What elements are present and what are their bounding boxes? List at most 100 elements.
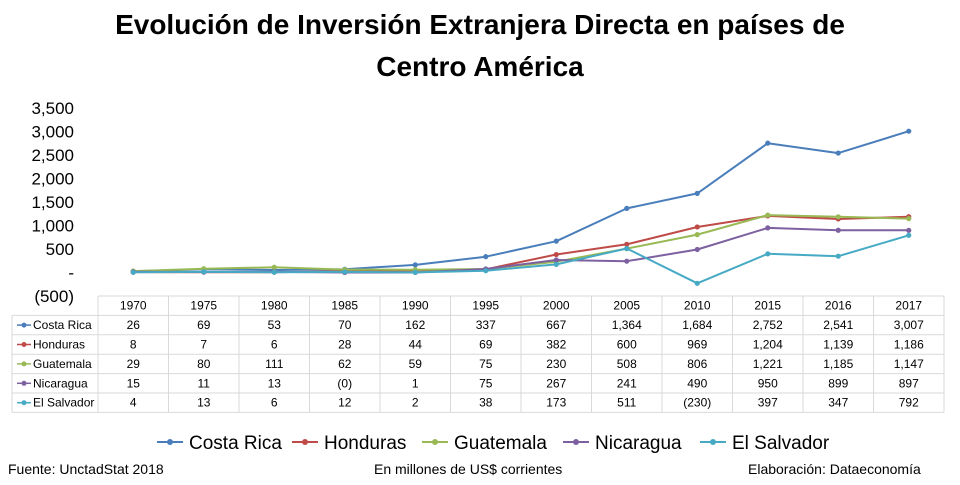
table-cell: 1,139 xyxy=(823,338,853,352)
row-legend-marker xyxy=(21,400,27,406)
table-cell: 1,221 xyxy=(753,357,783,371)
table-cell: 382 xyxy=(546,338,566,352)
data-point xyxy=(412,262,418,268)
y-tick-label: 1,000 xyxy=(31,217,74,236)
table-cell: 6 xyxy=(271,338,278,352)
credit-note: Elaboración: Dataeconomía xyxy=(748,461,921,477)
table-cell: 267 xyxy=(546,376,566,390)
legend-marker xyxy=(710,439,716,445)
table-cell: 80 xyxy=(197,357,211,371)
data-point xyxy=(765,251,771,257)
data-point xyxy=(906,227,912,233)
legend-label: Guatemala xyxy=(454,433,547,454)
row-legend-marker xyxy=(21,361,27,367)
table-header-cell: 2016 xyxy=(825,299,852,313)
data-point xyxy=(271,269,277,275)
y-tick-label: - xyxy=(68,264,74,283)
y-tick-label: 3,000 xyxy=(31,123,74,142)
units-note: En millones de US$ corrientes xyxy=(374,461,563,477)
data-point xyxy=(694,280,700,286)
legend-marker xyxy=(573,439,579,445)
table-cell: 1,684 xyxy=(682,318,712,332)
chart-title-line-2: Centro América xyxy=(376,51,584,82)
table-cell: 162 xyxy=(405,318,425,332)
table-header-cell: 2017 xyxy=(895,299,922,313)
data-point xyxy=(624,245,630,252)
y-tick-label: 2,000 xyxy=(31,170,74,189)
data-point xyxy=(835,150,841,156)
y-tick-label: (500) xyxy=(34,287,74,306)
table-cell: (230) xyxy=(683,396,711,410)
table-header-cell: 1970 xyxy=(120,299,147,313)
data-point xyxy=(694,224,700,230)
legend-marker xyxy=(302,439,308,445)
table-header-cell: 1980 xyxy=(261,299,288,313)
data-point xyxy=(412,269,418,276)
table-cell: 7 xyxy=(200,338,207,352)
table-header-cell: 1995 xyxy=(472,299,499,313)
table-cell: 1,186 xyxy=(894,338,924,352)
data-point xyxy=(835,214,841,220)
table-cell: 1,147 xyxy=(894,357,924,371)
table-header-cell: 1985 xyxy=(331,299,358,313)
series-line xyxy=(133,130,910,273)
table-cell: 62 xyxy=(338,357,352,371)
legend-label: El Salvador xyxy=(732,433,830,454)
table-cell: 13 xyxy=(197,396,211,410)
data-point xyxy=(906,232,912,238)
table-cell: 1,185 xyxy=(823,357,853,371)
data-point xyxy=(624,258,630,264)
table-cell: 667 xyxy=(546,318,566,332)
table-cell: 11 xyxy=(198,376,211,390)
row-legend-marker xyxy=(21,342,27,347)
table-cell: 806 xyxy=(687,357,707,371)
table-cell: 69 xyxy=(479,338,493,352)
data-point xyxy=(694,246,700,253)
table-cell: 59 xyxy=(409,357,423,371)
data-point xyxy=(201,269,207,275)
table-cell: 347 xyxy=(828,396,848,410)
table-cell: 173 xyxy=(546,396,566,410)
table-cell: 75 xyxy=(479,357,493,371)
table-cell: 600 xyxy=(617,338,637,352)
table-cell: 69 xyxy=(197,318,211,332)
table-cell: 8 xyxy=(130,338,137,352)
table-row-label: Costa Rica xyxy=(33,318,92,332)
table-header-cell: 1990 xyxy=(402,299,429,313)
table-cell: 2 xyxy=(412,396,419,410)
table-cell: 397 xyxy=(758,396,778,410)
table-cell: 53 xyxy=(268,318,282,332)
y-tick-label: 3,500 xyxy=(31,99,74,118)
table-cell: 38 xyxy=(479,396,493,410)
table-header-cell: 1975 xyxy=(190,299,217,313)
data-point xyxy=(553,261,559,267)
table-cell: 1 xyxy=(412,376,419,390)
data-point xyxy=(553,238,559,244)
table-cell: 508 xyxy=(617,357,637,371)
row-legend-marker xyxy=(21,322,27,328)
y-tick-label: 500 xyxy=(46,240,74,259)
data-point xyxy=(765,225,771,231)
table-cell: 3,007 xyxy=(894,318,924,332)
table-header-cell: 2000 xyxy=(543,299,570,313)
data-point xyxy=(624,241,630,247)
table-row-label: Nicaragua xyxy=(33,376,88,390)
table-cell: 899 xyxy=(828,376,848,390)
table-cell: 1,204 xyxy=(753,338,783,352)
table-cell: 13 xyxy=(268,376,282,390)
y-axis: (500) - 500 1,000 1,500 2,000 2,500 3,000 3,500 xyxy=(31,99,74,306)
table-cell: 28 xyxy=(338,338,352,352)
data-point xyxy=(624,205,630,211)
table-cell: 111 xyxy=(265,357,284,371)
table-cell: 70 xyxy=(338,318,352,332)
table-cell: 511 xyxy=(617,396,636,410)
table-header-cell: 2005 xyxy=(613,299,640,313)
legend: Costa Rica Honduras Guatemala Nicaragua El S… xyxy=(157,433,830,454)
table-cell: 337 xyxy=(476,318,496,332)
data-point xyxy=(765,212,771,218)
data-point xyxy=(342,269,348,275)
data-point xyxy=(906,128,912,134)
table-cell: 44 xyxy=(409,338,423,352)
data-point xyxy=(694,232,700,238)
legend-label: Honduras xyxy=(324,433,406,454)
